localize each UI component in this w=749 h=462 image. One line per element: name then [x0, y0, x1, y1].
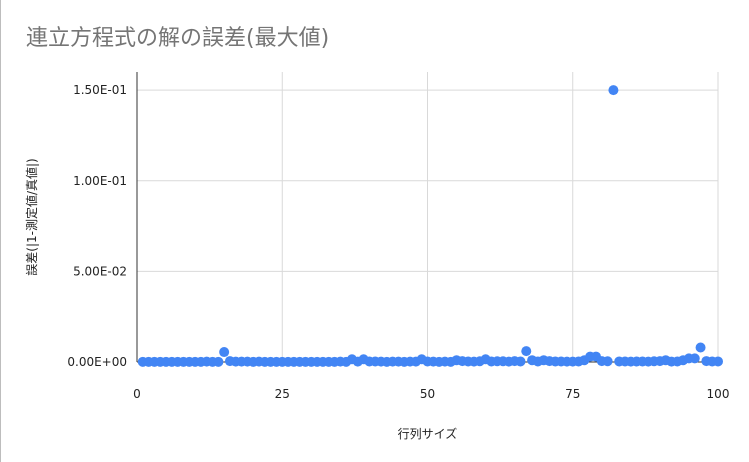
data-point: [713, 356, 723, 367]
x-tick-label: 100: [707, 387, 730, 401]
chart-title: 連立方程式の解の誤差(最大値): [26, 26, 330, 51]
vertical-gridlines: [281, 72, 719, 362]
data-point: [515, 356, 526, 367]
data-point: [695, 342, 706, 353]
data-point: [602, 356, 613, 367]
y-tick-labels: 0.00E+00 5.00E-02 1.00E-01 1.50E-01: [67, 83, 127, 369]
x-tick-label: 50: [420, 387, 435, 401]
x-tick-label: 25: [275, 387, 290, 401]
data-point: [608, 85, 619, 96]
x-tick-labels: 0 25 50 75 100: [133, 387, 729, 401]
y-axis-label: 誤差(|1-測定値/真値|): [24, 158, 39, 275]
data-point: [219, 347, 230, 358]
data-point: [213, 356, 224, 367]
data-points: [137, 85, 723, 367]
x-axis-label: 行列サイズ: [398, 426, 458, 441]
panel-border: [0, 0, 1, 462]
y-tick-label: 0.00E+00: [67, 355, 127, 369]
y-tick-label: 1.50E-01: [73, 83, 127, 97]
data-point: [689, 353, 700, 364]
data-point: [521, 346, 532, 357]
x-tick-label: 75: [565, 387, 580, 401]
y-tick-label: 1.00E-01: [73, 174, 127, 188]
horizontal-gridlines: [137, 89, 718, 272]
x-tick-label: 0: [133, 387, 141, 401]
y-tick-label: 5.00E-02: [73, 264, 127, 278]
